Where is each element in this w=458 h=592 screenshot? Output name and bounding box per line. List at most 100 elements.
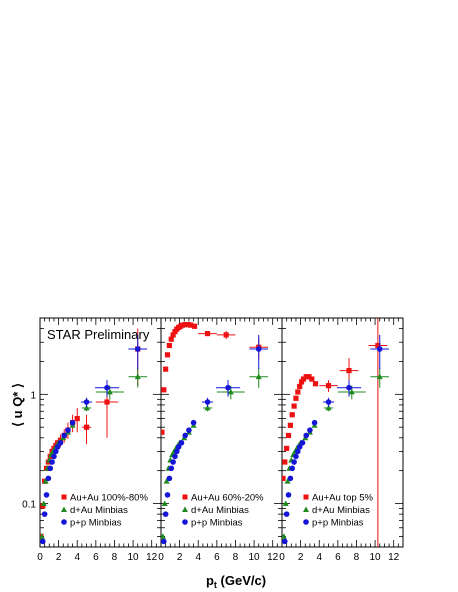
data-point-dau [40,500,47,506]
x-axis-label-main: p [206,573,214,588]
x-tick-label: 4 [74,552,80,563]
data-point-pp [69,419,76,426]
data-point-auau [346,367,352,374]
data-point-auau [164,352,171,358]
data-point-pp [289,465,296,472]
data-point-pp [104,384,110,391]
data-point-pp [190,419,197,426]
legend-label: Au+Au 100%-80% [70,493,148,504]
legend-marker-auau [182,494,188,500]
x-tick-label: 8 [112,552,118,563]
data-point-auau [312,381,319,387]
data-point-pp [65,427,71,433]
data-point-dau [42,478,49,484]
panel-left: 0 2 4 6 8 10 12 0.1 1 Au+Au 100%-80%d+Au Minbias p… [22,317,162,563]
data-point-auau [284,445,290,451]
data-point-pp [40,538,46,545]
data-point-auau [161,387,167,393]
data-point-dau [134,373,141,380]
data-point-pp [282,538,288,545]
data-point-auau [185,322,191,328]
data-point-pp [255,346,262,352]
x-tick-label: 8 [354,552,360,563]
data-point-auau [289,412,295,418]
legend-marker-pp [61,519,67,525]
data-point-auau [170,332,176,338]
panel-data [161,322,269,545]
data-point-auau [163,366,169,372]
data-point-pp [51,453,57,460]
data-point-pp [164,492,171,498]
data-point-auau [282,475,286,481]
legend-label: d+Au Minbias [70,505,128,516]
data-point-pp [53,448,59,455]
data-point-pp [172,453,178,460]
x-tick-label: 0 [37,552,43,563]
legend-label: Au+Au top 5% [312,493,374,504]
data-point-auau [297,383,303,390]
x-tick-label: 0 [279,552,285,563]
data-point-pp [47,465,54,472]
data-point-dau [227,388,234,395]
legend-marker-pp [303,519,309,525]
data-point-auau [168,336,174,342]
x-tick-label: 0 [158,552,164,563]
data-point-auau [293,395,299,401]
data-point-pp [204,399,211,405]
data-point-dau [284,478,291,484]
x-tick-label: 2 [177,552,183,563]
data-point-auau [166,342,172,349]
data-point-auau [300,376,307,382]
data-point-pp [291,459,297,465]
x-tick-label: 10 [128,552,140,563]
x-axis-label-rest: (GeV/c) [217,573,266,588]
data-point-pp [186,427,192,433]
data-point-pp [346,384,352,391]
x-tick-label: 2 [56,552,62,563]
data-point-auau [309,376,315,382]
data-point-pp [285,492,292,498]
y-tick-label: 0.1 [22,500,36,511]
legend-label: d+Au Minbias [191,505,249,516]
data-point-pp [287,475,294,482]
x-tick-label: 12 [267,552,279,563]
data-point-auau [295,389,301,395]
data-point-pp [225,384,231,391]
x-tick-label: 4 [195,552,201,563]
panel-right: 0 2 4 6 8 10 12 Au+Au top 5%d+Au Minbias p+p Min… [279,317,404,563]
legend-label: d+Au Minbias [312,505,370,516]
data-point-auau [325,383,332,389]
data-point-pp [83,399,90,405]
data-point-auau [182,322,188,328]
legend-marker-dau [303,506,309,512]
data-point-dau [282,533,287,539]
x-tick-label: 6 [335,552,341,563]
data-point-pp [45,475,52,482]
data-point-dau [40,533,45,539]
data-point-dau [204,404,211,411]
legend-label: p+p Minbias [191,518,243,529]
data-point-auau [306,374,312,380]
data-point-pp [161,538,167,545]
data-point-auau [287,422,293,428]
panel-data [282,318,390,547]
data-point-pp [293,453,299,460]
y-tick-label: 1 [30,390,36,401]
panel-middle: 0 2 4 6 8 10 12 Au+Au 60%-20%d+Au Minbias p+p Mi… [158,317,283,563]
data-point-auau [188,322,194,328]
legend-label: p+p Minbias [312,518,364,529]
data-point-pp [325,399,332,405]
data-point-pp [182,432,188,439]
prelim-label: STAR Preliminary [47,327,150,342]
legend-marker-dau [182,506,188,512]
data-point-auau [375,342,381,349]
data-point-dau [376,373,383,380]
data-point-pp [283,511,290,517]
data-point-dau [163,478,170,484]
data-point-auau [161,429,165,435]
legend-label: p+p Minbias [70,518,122,529]
data-point-auau [291,403,297,409]
data-point-pp [296,444,303,450]
